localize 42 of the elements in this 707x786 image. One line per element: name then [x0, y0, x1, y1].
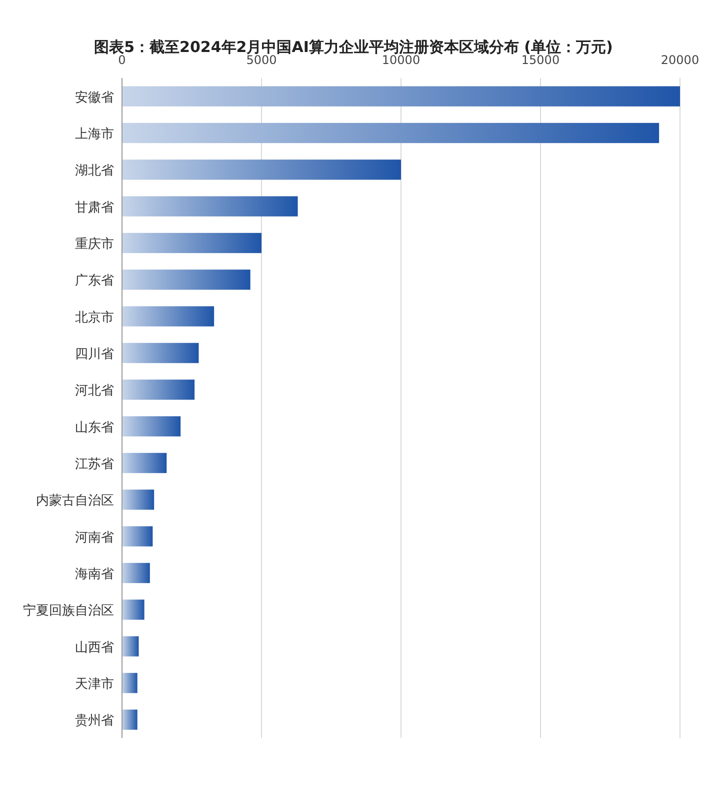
y-tick-label: 重庆市: [75, 237, 114, 252]
bar: [122, 452, 167, 474]
y-tick-label: 山东省: [75, 420, 114, 436]
bar: [122, 86, 680, 106]
bar: [122, 636, 139, 656]
y-tick-label: 海南省: [75, 567, 114, 582]
bar: [122, 270, 250, 290]
x-tick-label: 5000: [246, 53, 277, 67]
y-tick-label: 甘肃省: [75, 200, 114, 216]
y-tick-label: 天津市: [75, 677, 114, 692]
y-tick-label: 江苏省: [75, 457, 114, 472]
bar: [122, 380, 195, 400]
bar: [122, 526, 153, 546]
y-tick-label: 上海市: [75, 127, 114, 142]
x-tick-label: 10000: [382, 53, 420, 67]
bar: [122, 306, 214, 326]
bar: [122, 672, 138, 694]
bar: [122, 342, 199, 364]
bar: [122, 416, 181, 436]
x-tick-label: 20000: [660, 53, 700, 67]
y-tick-label: 内蒙古自治区: [36, 494, 114, 509]
bar: [122, 490, 154, 510]
y-tick-label: 山西省: [75, 640, 114, 656]
y-tick-label: 广东省: [75, 274, 114, 289]
y-tick-label: 北京市: [75, 310, 114, 326]
x-tick-label: 15000: [521, 53, 560, 67]
x-tick-label: 0: [118, 53, 126, 67]
bar: [122, 196, 298, 216]
bar: [122, 710, 138, 730]
y-tick-label: 河北省: [75, 384, 114, 399]
bar: [122, 122, 660, 144]
y-tick-label: 四川省: [75, 347, 114, 362]
y-tick-label: 河南省: [75, 530, 114, 546]
bar: [122, 232, 262, 254]
y-tick-label: 安徽省: [75, 89, 114, 106]
y-tick-label: 宁夏回族自治区: [23, 602, 114, 619]
y-tick-label: 湖北省: [75, 164, 114, 179]
bar: [122, 160, 401, 180]
y-tick-label: 贵州省: [75, 714, 114, 729]
chart-title: 图表5：截至2024年2月中国AI算力企业平均注册资本区域分布 (单位：万元): [94, 38, 613, 56]
bar: [122, 562, 150, 584]
bar: [122, 600, 144, 620]
